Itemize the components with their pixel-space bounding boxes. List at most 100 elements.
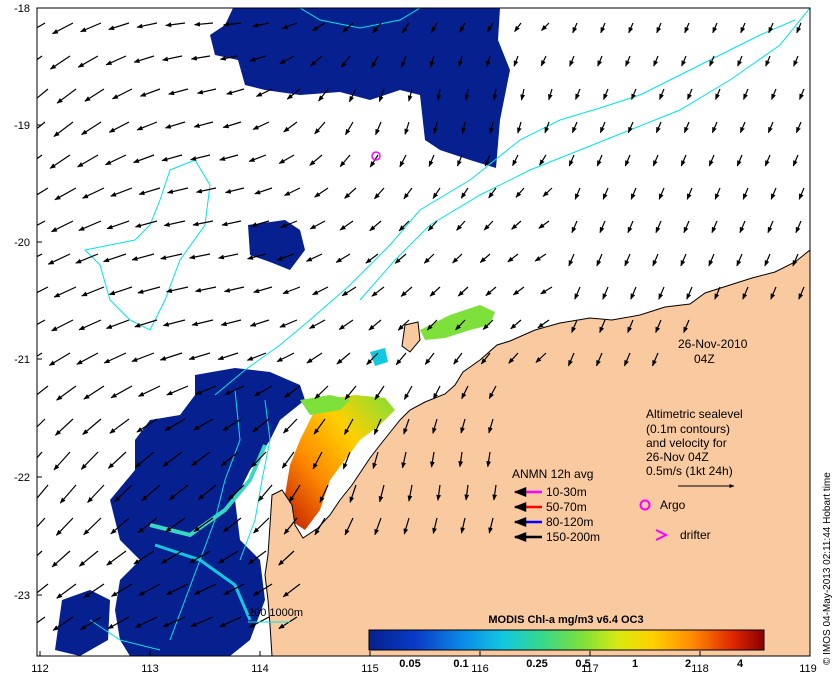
velocity-arrow [37,616,46,624]
velocity-arrow [133,55,155,63]
velocity-arrow [488,418,494,434]
velocity-arrow [314,517,326,536]
velocity-arrow [765,55,771,67]
velocity-arrow [365,253,379,264]
velocity-arrow [458,55,463,68]
velocity-arrow [278,616,298,630]
velocity-arrow [78,319,102,331]
velocity-arrow [318,88,329,102]
velocity-arrow [510,319,522,330]
velocity-arrow [283,517,298,535]
velocity-arrow [139,88,161,97]
velocity-arrow [134,220,158,228]
velocity-arrow [37,88,49,99]
velocity-arrow [168,88,189,96]
velocity-arrow [652,154,659,167]
velocity-arrow [110,385,133,399]
velocity-arrow [514,22,522,32]
velocity-arrow [166,385,189,396]
anmn-legend-title: ANMN 12h avg [512,467,593,481]
velocity-arrow [596,154,603,167]
velocity-arrow [56,385,77,401]
velocity-arrow [683,319,690,334]
velocity-arrow [430,451,435,468]
velocity-arrow [336,352,351,365]
velocity-arrow [460,187,469,199]
velocity-arrow [164,418,186,432]
velocity-arrow [482,319,494,330]
velocity-arrow [137,385,161,397]
lon-tick-label: 118 [691,663,709,675]
velocity-arrow [516,121,522,134]
velocity-arrow [283,121,298,133]
colorbar: MODIS Chl-a mg/m3 v6.4 OC3 0.05 0.1 0.25… [368,614,765,670]
velocity-arrow [457,286,469,297]
velocity-arrow [249,55,267,62]
velocity-arrow [54,187,77,201]
velocity-arrow [78,550,99,567]
velocity-arrow [193,121,214,128]
velocity-arrow [288,484,301,503]
velocity-arrow [106,220,130,230]
velocity-arrow [314,121,326,135]
velocity-arrow [511,220,522,230]
plot-frame [36,7,811,657]
velocity-arrow [433,121,438,135]
velocity-arrow [103,352,127,364]
velocity-arrow [219,55,239,61]
velocity-arrow [534,253,547,262]
argo-legend-label: Argo [660,498,686,512]
velocity-arrow [568,253,575,267]
colorbar-tick: 4 [737,658,744,670]
lat-tick-label: -23 [14,590,30,602]
velocity-arrow [737,55,743,67]
velocity-arrow [539,154,547,166]
anmn-legend-item: 50-70m [546,500,587,514]
velocity-arrow [276,352,295,363]
colorbar-tick: 2 [685,658,691,670]
velocity-arrow [595,352,603,367]
drifter-legend-icon [655,529,669,541]
velocity-arrow [764,253,771,267]
velocity-arrow [342,22,354,33]
map-time: 04Z [694,352,715,366]
velocity-arrow [436,484,442,501]
velocity-arrow [538,220,550,229]
velocity-arrow [226,88,245,95]
velocity-arrow [711,220,718,234]
lon-tick-label: 117 [581,663,599,675]
velocity-arrow [403,385,413,400]
velocity-arrow [51,550,71,568]
velocity-arrow [252,418,270,433]
velocity-arrow [427,220,438,232]
velocity-arrow [223,21,242,27]
land-mass [264,249,810,656]
velocity-arrow [110,517,130,535]
velocity-arrow [37,154,43,160]
velocity-arrow [739,220,746,234]
velocity-arrow [432,418,438,434]
velocity-arrow [479,253,491,263]
velocity-arrow [736,154,743,167]
velocity-arrow [369,220,382,232]
velocity-arrow [56,88,77,104]
chl-cyan-patch [370,348,388,366]
velocity-arrow [708,253,715,267]
velocity-arrow [253,286,273,294]
anmn-legend-item: 150-200m [546,530,600,544]
lat-axis: -18 -19 -20 -21 -22 -23 [14,3,42,602]
velocity-arrow [37,385,49,396]
velocity-arrow [252,583,273,597]
velocity-arrow [627,121,634,134]
velocity-legend-line: (0.1m contours) [646,422,730,436]
velocity-arrow [485,286,497,297]
velocity-arrow [624,154,631,167]
velocity-arrow [486,55,491,67]
velocity-arrow [108,121,130,133]
velocity-arrow [253,385,273,397]
velocity-arrow [253,517,270,534]
velocity-arrow [712,22,718,34]
velocity-arrow [103,253,127,263]
velocity-arrow [483,220,494,231]
velocity-arrow [162,55,183,62]
